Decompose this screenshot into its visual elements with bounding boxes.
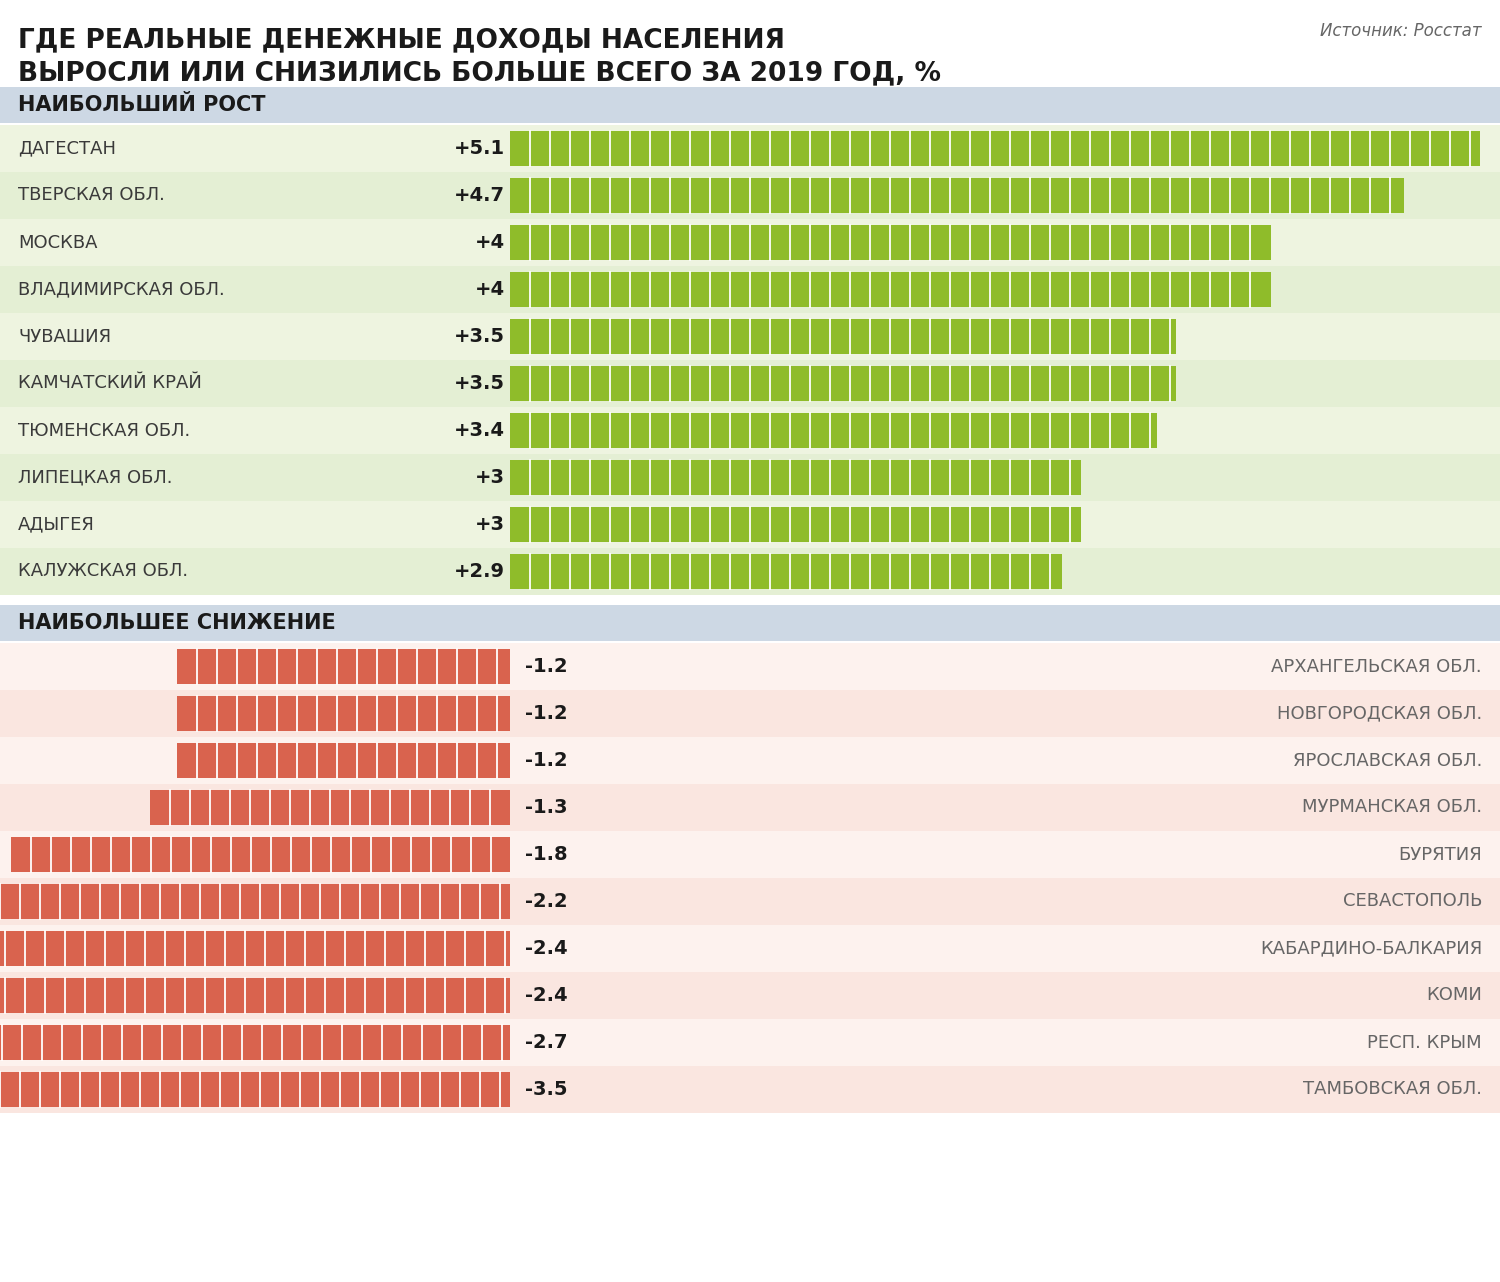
Bar	[510, 460, 1080, 495]
Text: +3: +3	[476, 515, 506, 535]
Text: ТЮМЕНСКАЯ ОБЛ.: ТЮМЕНСКАЯ ОБЛ.	[18, 422, 190, 440]
Text: СЕВАСТОПОЛЬ: СЕВАСТОПОЛЬ	[1342, 892, 1482, 910]
Bar	[0, 644, 1500, 690]
Text: ВЫРОСЛИ ИЛИ СНИЗИЛИСЬ БОЛЬШЕ ВСЕГО ЗА 2019 ГОД, %: ВЫРОСЛИ ИЛИ СНИЗИЛИСЬ БОЛЬШЕ ВСЕГО ЗА 20…	[18, 60, 940, 86]
Text: ЯРОСЛАВСКАЯ ОБЛ.: ЯРОСЛАВСКАЯ ОБЛ.	[1293, 751, 1482, 769]
Text: +5.1: +5.1	[454, 138, 506, 158]
Text: КОМИ: КОМИ	[1426, 987, 1482, 1005]
Bar	[0, 501, 1500, 547]
Bar	[0, 878, 1500, 926]
Text: ЧУВАШИЯ: ЧУВАШИЯ	[18, 327, 111, 346]
Bar	[510, 367, 1176, 401]
Bar	[510, 319, 1176, 354]
Bar	[0, 785, 1500, 831]
Text: БУРЯТИЯ: БУРЯТИЯ	[1398, 846, 1482, 864]
Text: -1.8: -1.8	[525, 845, 567, 864]
Text: КАБАРДИНО-БАЛКАРИЯ: КАБАРДИНО-БАЛКАРИЯ	[1260, 940, 1482, 958]
Text: -2.7: -2.7	[525, 1033, 567, 1053]
Text: КАЛУЖСКАЯ ОБЛ.: КАЛУЖСКАЯ ОБЛ.	[18, 563, 188, 581]
Text: +3: +3	[476, 468, 506, 487]
Text: КАМЧАТСКИЙ КРАЙ: КАМЧАТСКИЙ КРАЙ	[18, 374, 203, 392]
Text: +4.7: +4.7	[454, 186, 506, 205]
Bar	[510, 226, 1270, 260]
Text: -1.2: -1.2	[525, 704, 567, 723]
Text: -2.4: -2.4	[525, 986, 567, 1005]
Bar	[0, 931, 510, 965]
Bar	[177, 696, 510, 731]
Text: +3.5: +3.5	[454, 327, 506, 346]
Bar	[0, 737, 1500, 785]
Text: МОСКВА: МОСКВА	[18, 233, 98, 251]
Bar	[0, 1026, 510, 1060]
Text: -1.2: -1.2	[525, 751, 567, 770]
Bar	[0, 87, 1500, 123]
Bar	[0, 1072, 510, 1106]
Bar	[177, 649, 510, 683]
Bar	[0, 690, 1500, 737]
Bar	[0, 605, 1500, 641]
Bar	[150, 790, 510, 824]
Bar	[510, 272, 1270, 306]
Bar	[0, 406, 1500, 454]
Text: ЛИПЕЦКАЯ ОБЛ.: ЛИПЕЦКАЯ ОБЛ.	[18, 468, 172, 486]
Text: ТАМБОВСКАЯ ОБЛ.: ТАМБОВСКАЯ ОБЛ.	[1304, 1081, 1482, 1099]
Text: ВЛАДИМИРСКАЯ ОБЛ.: ВЛАДИМИРСКАЯ ОБЛ.	[18, 281, 225, 299]
Bar	[0, 978, 510, 1013]
Text: МУРМАНСКАЯ ОБЛ.: МУРМАНСКАЯ ОБЛ.	[1302, 799, 1482, 817]
Bar	[0, 547, 1500, 595]
Bar	[0, 313, 1500, 360]
Text: НОВГОРОДСКАЯ ОБЛ.: НОВГОРОДСКАЯ ОБЛ.	[1276, 705, 1482, 723]
Bar	[510, 554, 1062, 588]
Text: НАИБОЛЬШЕЕ СНИЖЕНИЕ: НАИБОЛЬШЕЕ СНИЖЕНИЕ	[18, 613, 336, 633]
Bar	[0, 360, 1500, 406]
Bar	[510, 508, 1080, 542]
Bar	[0, 1019, 1500, 1067]
Text: ДАГЕСТАН: ДАГЕСТАН	[18, 140, 116, 158]
Text: ГДЕ РЕАЛЬНЫЕ ДЕНЕЖНЫЕ ДОХОДЫ НАСЕЛЕНИЯ: ГДЕ РЕАЛЬНЫЕ ДЕНЕЖНЫЕ ДОХОДЫ НАСЕЛЕНИЯ	[18, 27, 784, 53]
Text: -2.4: -2.4	[525, 938, 567, 958]
Text: +3.4: +3.4	[454, 420, 506, 440]
Bar	[0, 885, 510, 919]
Text: АРХАНГЕЛЬСКАЯ ОБЛ.: АРХАНГЕЛЬСКАЯ ОБЛ.	[1272, 658, 1482, 676]
Bar	[0, 126, 1500, 172]
Bar	[0, 219, 1500, 265]
Bar	[10, 837, 510, 872]
Text: +2.9: +2.9	[454, 562, 506, 581]
Bar	[0, 454, 1500, 501]
Text: АДЫГЕЯ: АДЫГЕЯ	[18, 515, 94, 533]
Text: Источник: Росстат: Источник: Росстат	[1320, 22, 1482, 40]
Text: +3.5: +3.5	[454, 374, 506, 394]
Text: -1.3: -1.3	[525, 797, 567, 817]
Text: -1.2: -1.2	[525, 656, 567, 676]
Text: +4: +4	[476, 279, 506, 299]
Bar	[510, 178, 1404, 213]
Text: ТВЕРСКАЯ ОБЛ.: ТВЕРСКАЯ ОБЛ.	[18, 186, 165, 205]
Bar	[510, 131, 1480, 165]
Text: +4: +4	[476, 233, 506, 253]
Bar	[0, 972, 1500, 1019]
Bar	[0, 265, 1500, 313]
Text: -3.5: -3.5	[525, 1079, 567, 1099]
Bar	[0, 831, 1500, 878]
Bar	[0, 172, 1500, 219]
Bar	[510, 413, 1156, 447]
Text: НАИБОЛЬШИЙ РОСТ: НАИБОЛЬШИЙ РОСТ	[18, 95, 266, 115]
Text: -2.2: -2.2	[525, 892, 567, 912]
Bar	[177, 744, 510, 778]
Bar	[0, 926, 1500, 972]
Bar	[0, 1067, 1500, 1113]
Text: РЕСП. КРЫМ: РЕСП. КРЫМ	[1368, 1033, 1482, 1051]
